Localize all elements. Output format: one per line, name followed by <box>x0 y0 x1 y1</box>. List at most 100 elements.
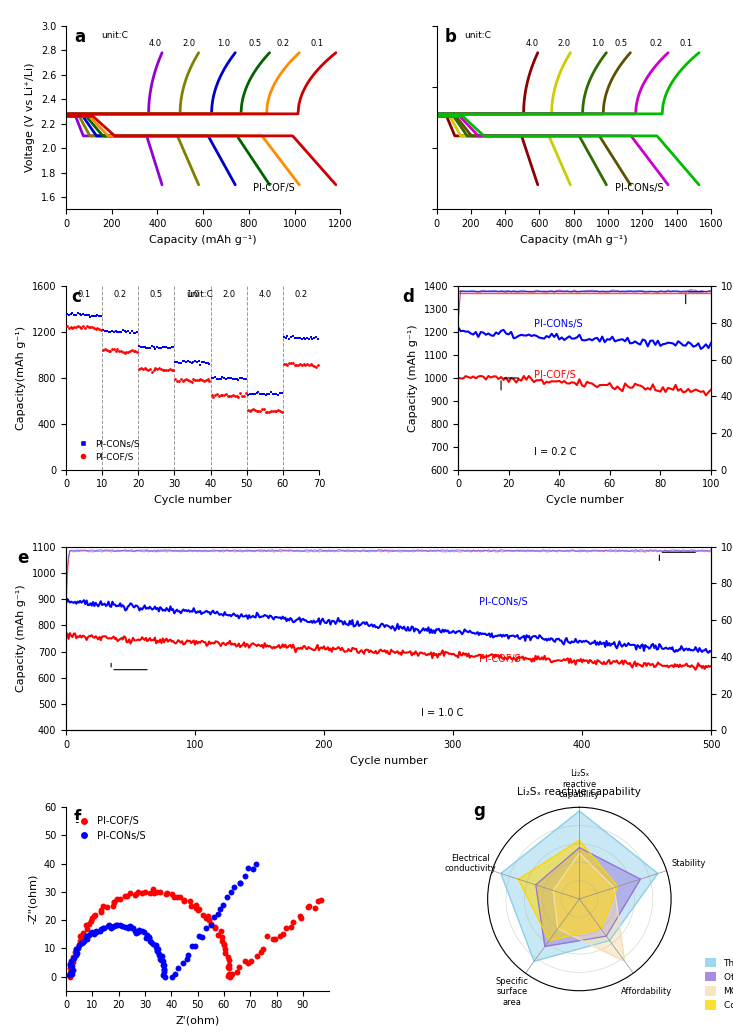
Point <box>251 856 262 872</box>
Point <box>284 354 295 370</box>
Point <box>198 354 210 370</box>
Point <box>81 921 93 937</box>
Point <box>75 320 87 336</box>
Point <box>70 943 81 960</box>
Point <box>169 965 181 981</box>
Point <box>309 358 320 375</box>
Point <box>306 330 318 347</box>
Point <box>95 921 106 937</box>
Point <box>200 920 212 936</box>
Point <box>182 353 194 369</box>
Point <box>158 953 169 969</box>
Point <box>65 305 76 322</box>
Point <box>130 343 141 359</box>
Point <box>200 355 212 372</box>
Point <box>67 961 78 977</box>
Point <box>267 402 279 419</box>
Point <box>303 330 314 347</box>
Point <box>253 384 265 400</box>
Point <box>66 965 78 981</box>
Point <box>133 360 145 377</box>
Point <box>265 384 277 400</box>
Point <box>177 353 188 369</box>
Point <box>256 385 268 401</box>
Point <box>65 962 77 978</box>
Point <box>292 329 304 346</box>
Point <box>169 889 180 905</box>
Text: c: c <box>71 288 81 307</box>
Point <box>152 940 163 957</box>
Point <box>162 341 174 357</box>
Point <box>276 385 287 401</box>
Text: 0.2: 0.2 <box>650 39 663 47</box>
Point <box>298 329 309 346</box>
Point <box>95 309 107 325</box>
Point <box>243 402 255 419</box>
Point <box>108 894 119 910</box>
Point <box>190 900 202 916</box>
Point <box>281 357 293 374</box>
Point <box>280 330 292 347</box>
Point <box>83 915 95 932</box>
Point <box>164 361 176 378</box>
Point <box>105 343 117 359</box>
Legend: PI-COF/S, PI-CONs/S: PI-COF/S, PI-CONs/S <box>71 812 150 845</box>
Point <box>64 957 75 973</box>
Text: g: g <box>473 802 485 820</box>
Point <box>226 966 238 982</box>
Point <box>206 387 218 404</box>
Point <box>93 308 105 324</box>
Point <box>240 370 251 387</box>
Point <box>221 889 233 905</box>
Point <box>155 883 166 900</box>
Point <box>143 930 155 946</box>
Point <box>216 369 228 386</box>
Point <box>247 400 259 417</box>
Point <box>66 958 78 974</box>
Point <box>236 370 248 387</box>
Point <box>153 946 165 963</box>
Point <box>65 956 76 972</box>
Point <box>172 373 183 389</box>
Point <box>81 318 92 334</box>
Point <box>142 340 154 356</box>
Point <box>161 361 172 378</box>
Point <box>74 305 86 322</box>
Point <box>242 955 254 971</box>
Point <box>210 368 221 385</box>
Point <box>223 952 235 968</box>
Point <box>99 920 111 936</box>
Point <box>114 917 125 934</box>
Point <box>83 927 95 943</box>
Point <box>80 917 92 934</box>
Point <box>180 370 192 387</box>
Text: b: b <box>445 28 457 45</box>
Point <box>97 322 109 338</box>
Point <box>161 885 173 902</box>
Y-axis label: -Z"(ohm): -Z"(ohm) <box>29 874 38 925</box>
Point <box>111 323 123 340</box>
Point <box>81 928 92 944</box>
Point <box>61 318 73 334</box>
Point <box>67 305 78 322</box>
Point <box>213 927 224 943</box>
Point <box>218 387 230 404</box>
Point <box>85 925 97 941</box>
Point <box>210 387 221 404</box>
Point <box>86 909 97 926</box>
Point <box>144 361 156 378</box>
Point <box>227 370 239 387</box>
Point <box>193 353 205 369</box>
Point <box>97 898 109 914</box>
Text: d: d <box>402 288 414 307</box>
Polygon shape <box>536 847 641 946</box>
Point <box>251 385 262 401</box>
Point <box>246 401 257 418</box>
Point <box>262 405 273 421</box>
Point <box>117 322 129 338</box>
Point <box>166 340 177 356</box>
Point <box>189 372 201 388</box>
Point <box>246 386 257 402</box>
Point <box>125 884 136 901</box>
Point <box>202 354 213 370</box>
